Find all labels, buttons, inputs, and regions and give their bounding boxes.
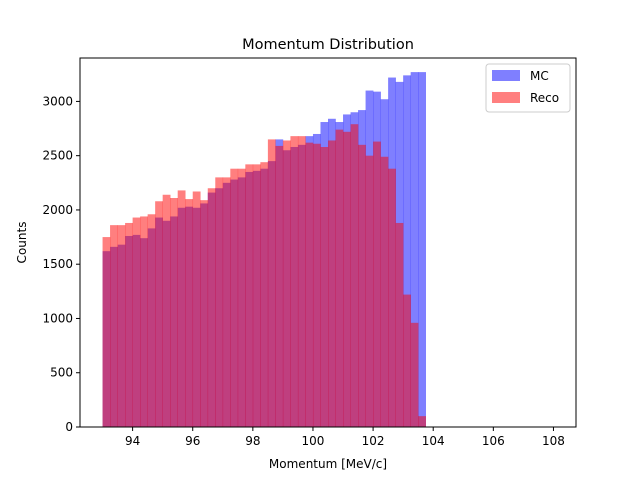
- x-tick-label: 96: [185, 434, 200, 448]
- x-tick-label: 106: [482, 434, 505, 448]
- legend-label-reco: Reco: [530, 91, 559, 105]
- bar-reco-2: [117, 225, 126, 427]
- x-tick-label: 94: [125, 434, 140, 448]
- bar-reco-6: [147, 214, 156, 427]
- bar-reco-11: [185, 199, 194, 427]
- bar-reco-26: [297, 136, 306, 427]
- bar-reco-3: [125, 222, 133, 427]
- bar-reco-40: [403, 294, 411, 427]
- bar-reco-23: [275, 145, 284, 427]
- bar-reco-7: [155, 201, 163, 427]
- legend-label-mc: MC: [530, 69, 549, 83]
- bar-reco-34: [358, 144, 366, 427]
- bar-reco-1: [110, 225, 118, 427]
- bar-reco-24: [282, 140, 291, 428]
- x-tick-label: 104: [422, 434, 445, 448]
- bar-reco-38: [388, 168, 396, 427]
- bar-reco-32: [343, 131, 351, 428]
- y-ticks: 0 500 1000 1500 2000 2500 3000: [42, 94, 80, 434]
- bar-reco-33: [350, 124, 359, 427]
- bar-reco-5: [140, 216, 148, 427]
- y-tick-label: 500: [50, 366, 73, 380]
- bar-reco-12: [192, 191, 201, 427]
- bar-reco-30: [328, 140, 336, 428]
- bar-reco-37: [380, 156, 389, 427]
- legend: MC Reco: [485, 63, 571, 113]
- x-tick-label: 100: [302, 434, 325, 448]
- bar-reco-21: [260, 162, 269, 427]
- bar-reco-22: [267, 139, 276, 427]
- bar-reco-29: [320, 146, 329, 428]
- axes-frame: [79, 57, 577, 428]
- bar-reco-36: [373, 141, 381, 427]
- bar-reco-10: [177, 190, 186, 427]
- bar-reco-13: [200, 200, 209, 427]
- x-tick-label: 98: [245, 434, 260, 448]
- y-axis-label: Counts: [15, 222, 29, 264]
- bar-reco-17: [230, 168, 239, 427]
- bar-reco-15: [215, 177, 224, 427]
- y-tick-label: 1500: [42, 257, 73, 271]
- bar-reco-4: [132, 217, 141, 427]
- x-tick-label: 108: [542, 434, 565, 448]
- y-tick-label: 1000: [42, 311, 73, 325]
- bar-reco-9: [170, 198, 178, 427]
- bar-mc-41: [410, 72, 419, 428]
- bar-reco-25: [290, 136, 299, 427]
- bar-reco-27: [305, 142, 314, 427]
- bar-reco-14: [207, 188, 216, 427]
- chart-title: Momentum Distribution: [242, 37, 414, 53]
- bars-layer: [102, 72, 426, 428]
- x-tick-label: 102: [362, 434, 385, 448]
- bar-reco-41: [410, 322, 419, 427]
- bar-reco-0: [102, 237, 111, 427]
- bar-reco-16: [222, 177, 231, 427]
- bar-reco-35: [365, 155, 374, 427]
- bar-reco-39: [395, 222, 404, 427]
- bar-mc-40: [403, 75, 411, 428]
- legend-swatch-reco: [492, 92, 520, 103]
- y-tick-label: 0: [65, 420, 73, 434]
- bar-reco-18: [237, 168, 246, 427]
- bar-reco-8: [162, 194, 171, 427]
- x-ticks: 94 96 98 100 102 104 106 108: [125, 427, 565, 448]
- bar-reco-28: [312, 143, 321, 428]
- y-tick-label: 2000: [42, 203, 73, 217]
- legend-swatch-mc: [492, 70, 520, 81]
- bar-reco-20: [252, 164, 261, 428]
- x-axis-label: Momentum [MeV/c]: [269, 457, 387, 471]
- y-tick-label: 3000: [42, 94, 73, 108]
- bar-reco-42: [418, 416, 426, 427]
- bar-mc-42: [418, 72, 426, 428]
- bar-reco-31: [335, 129, 344, 427]
- bar-reco-19: [245, 164, 254, 428]
- y-tick-label: 2500: [42, 149, 73, 163]
